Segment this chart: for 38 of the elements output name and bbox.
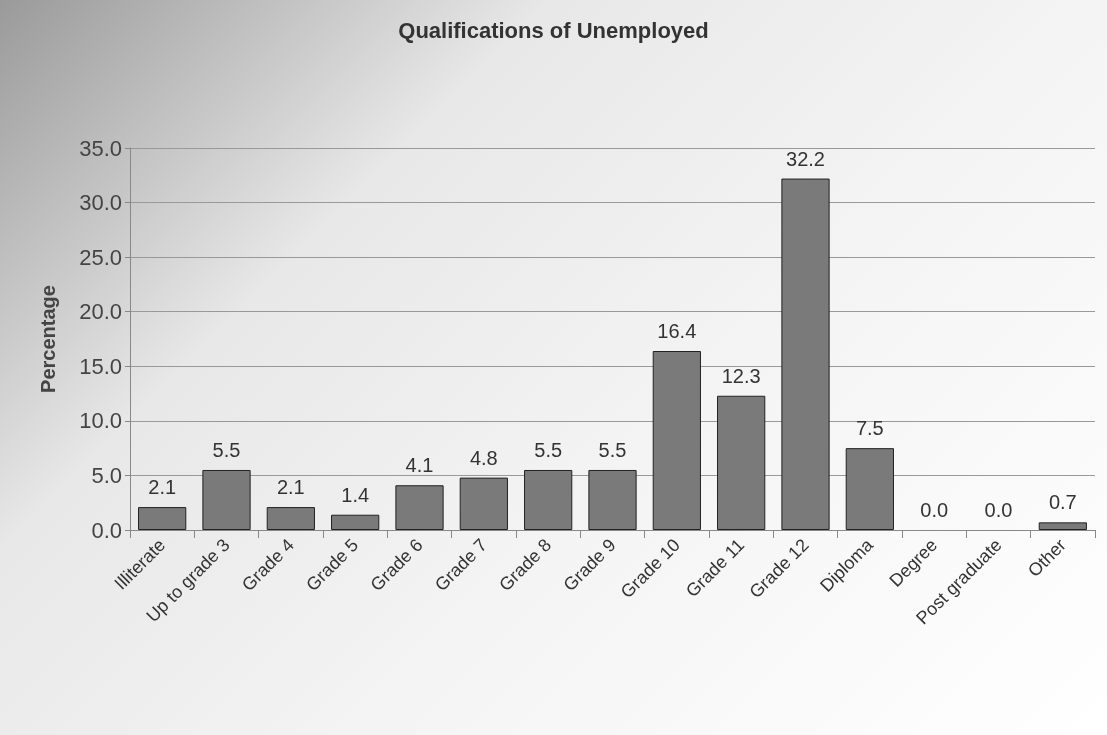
y-tick-label: 35.0: [79, 135, 122, 161]
bar: [331, 514, 380, 530]
data-label: 12.3: [721, 364, 761, 387]
bar: [588, 469, 637, 530]
data-label: 2.1: [276, 476, 305, 499]
data-label: 32.2: [786, 147, 825, 170]
y-tick-label: 25.0: [79, 244, 122, 270]
bar: [845, 448, 894, 530]
y-tick-label: 0.0: [91, 517, 122, 543]
bar: [202, 469, 251, 530]
bar: [781, 178, 830, 530]
data-label: 0.7: [1048, 491, 1077, 514]
bar: [459, 477, 508, 530]
data-label: 2.1: [148, 476, 177, 499]
y-tick-label: 5.0: [91, 462, 122, 488]
data-label: 4.1: [405, 454, 434, 477]
y-tick-label: 20.0: [79, 299, 122, 325]
bar: [138, 507, 187, 530]
bar: [266, 507, 315, 530]
chart-title: Qualifications of Unemployed: [398, 17, 709, 43]
bar: [652, 351, 701, 530]
data-label: 0.0: [984, 499, 1013, 521]
bar: [1038, 522, 1087, 530]
y-tick-label: 10.0: [79, 408, 122, 434]
data-label: 5.5: [534, 438, 563, 461]
data-label: 0.0: [920, 499, 949, 521]
bar: [395, 485, 444, 530]
data-label: 16.4: [657, 320, 697, 343]
bar: [524, 469, 573, 530]
y-tick-label: 30.0: [79, 190, 122, 216]
data-label: 7.5: [855, 417, 884, 440]
bar: [717, 395, 766, 530]
data-label: 4.8: [469, 446, 498, 469]
y-axis-title: Percentage: [37, 285, 59, 393]
data-label: 1.4: [341, 483, 370, 506]
data-label: 5.5: [598, 438, 627, 461]
data-label: 5.5: [212, 438, 241, 461]
y-tick-label: 15.0: [79, 353, 122, 379]
